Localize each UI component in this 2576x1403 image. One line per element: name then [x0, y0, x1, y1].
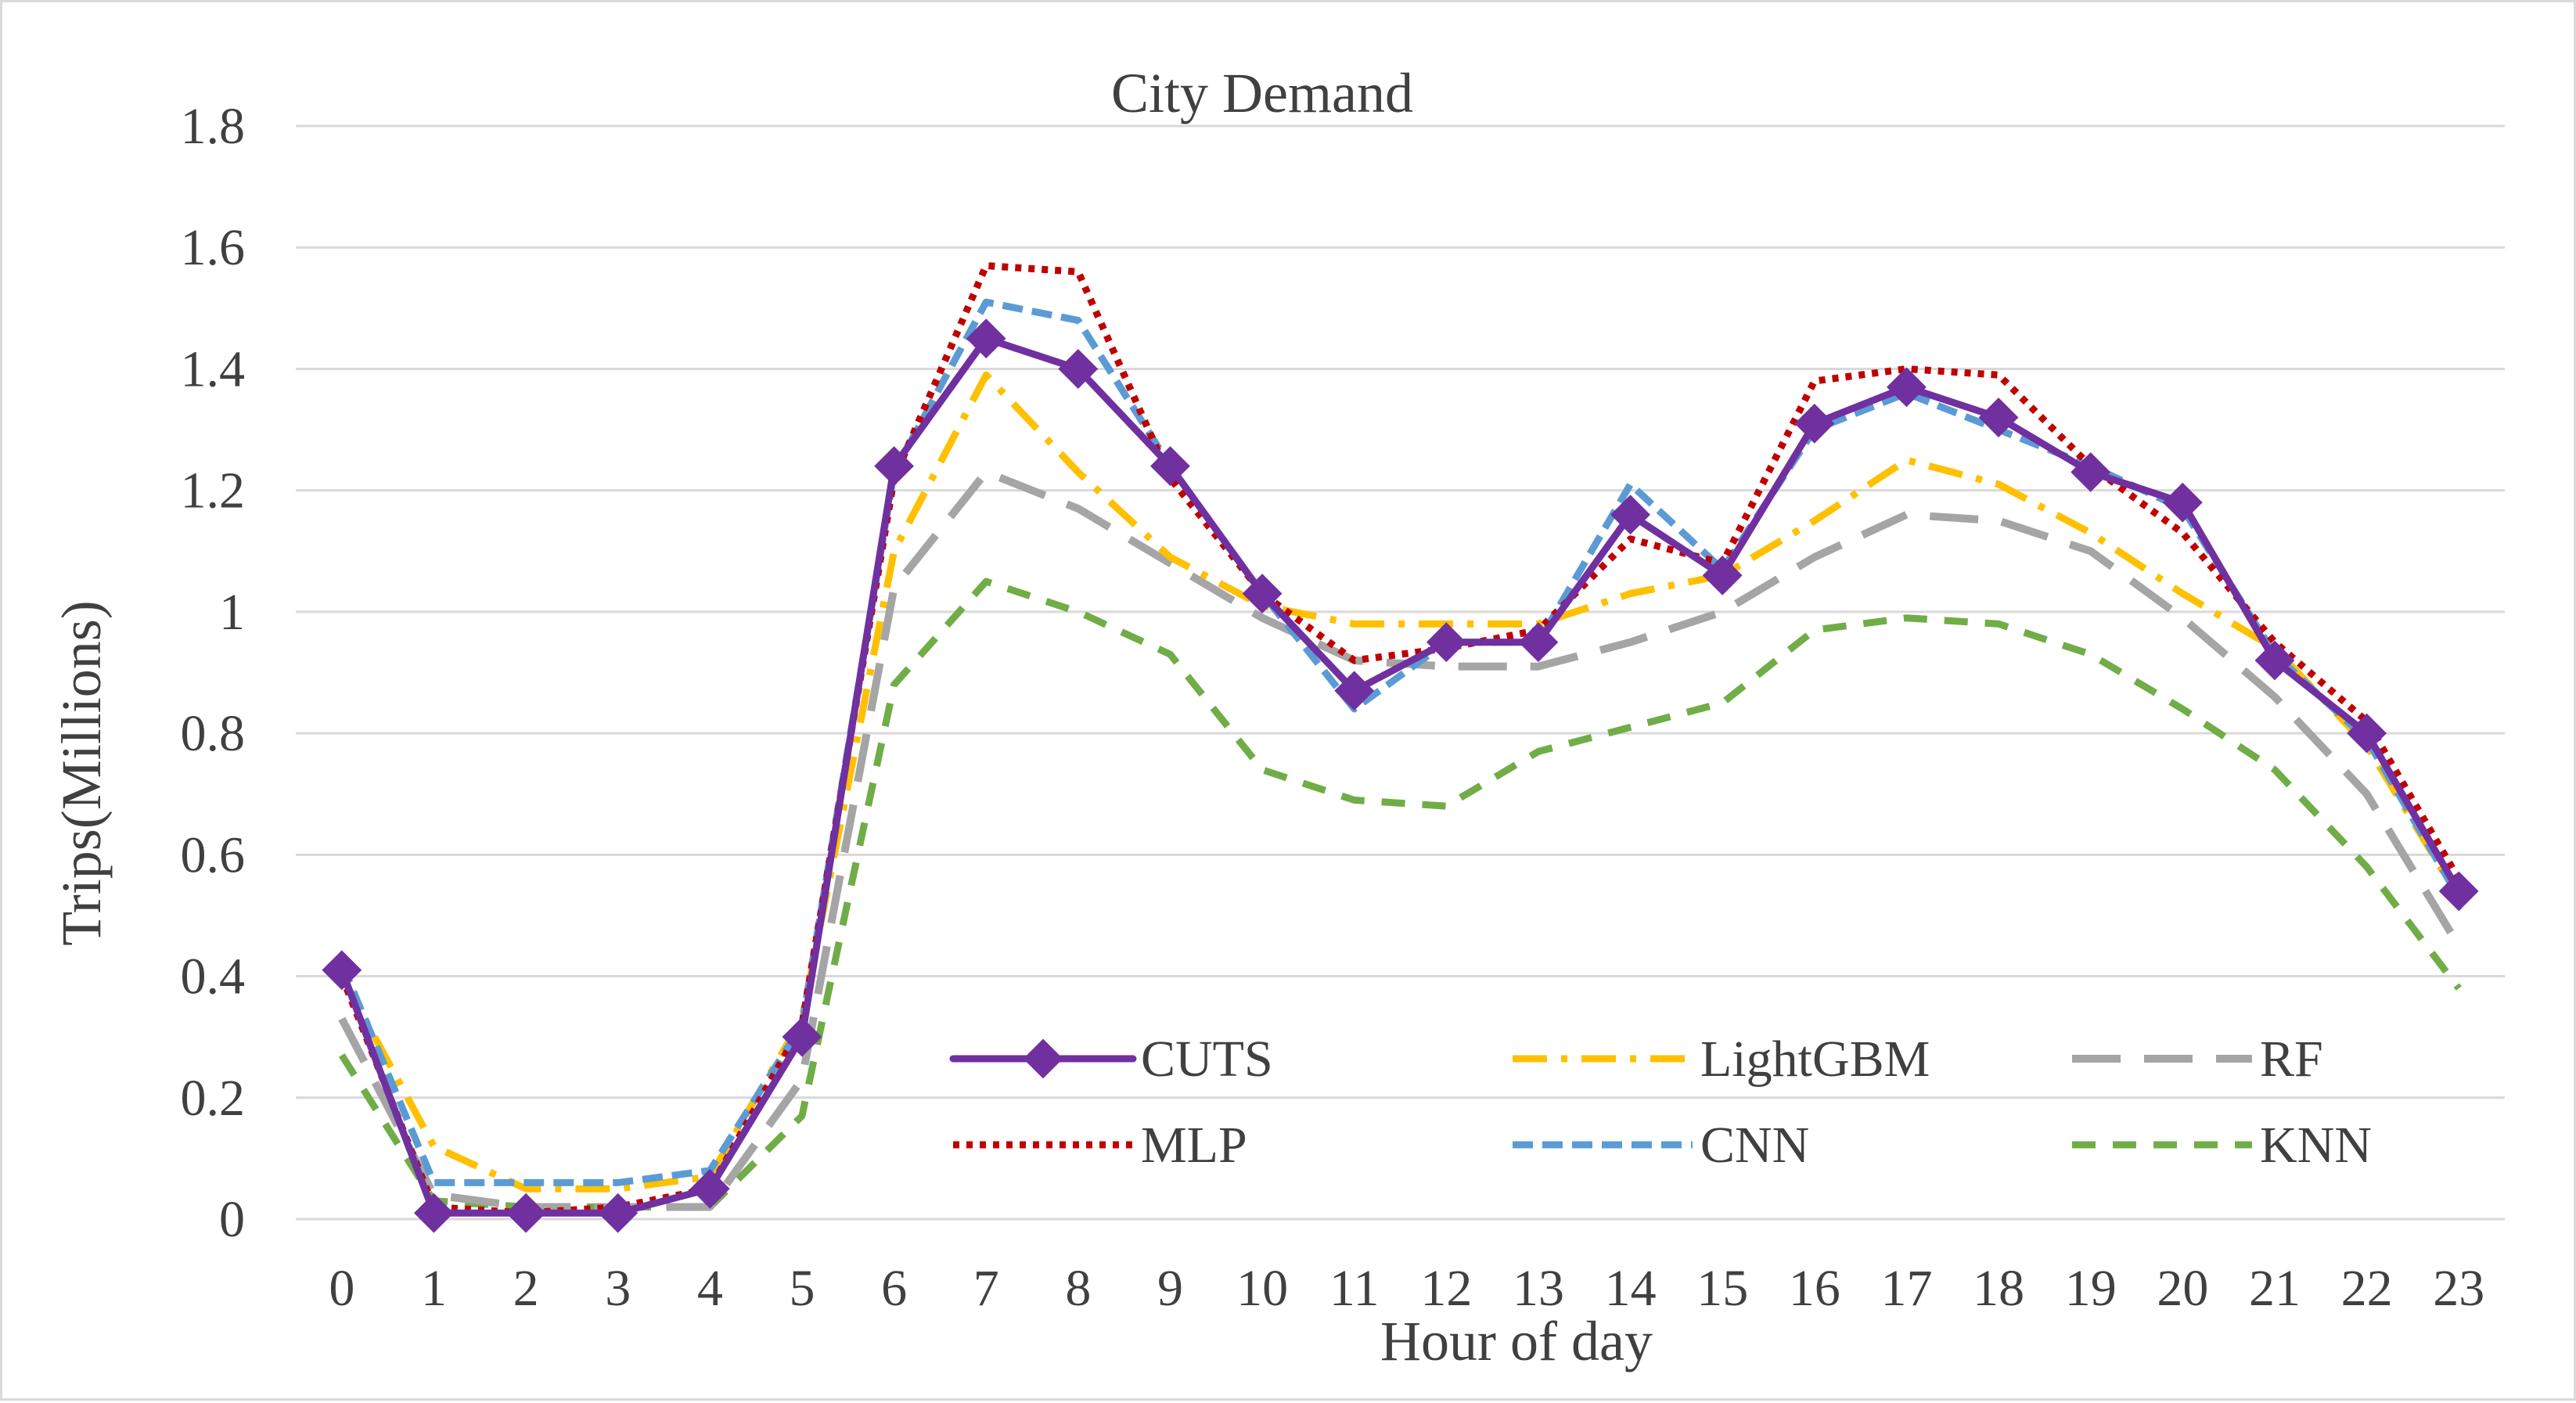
data-point-cuts [1794, 403, 1835, 444]
x-tick-label: 21 [2249, 1260, 2301, 1317]
legend-item-mlp: MLP [953, 1117, 1247, 1174]
data-point-cuts [1610, 495, 1650, 535]
data-point-cuts [1518, 622, 1559, 663]
chart-title: City Demand [1111, 62, 1413, 124]
y-tick-label: 1.8 [181, 98, 246, 155]
x-tick-label: 20 [2157, 1260, 2208, 1317]
legend-item-lightgbm: LightGBM [1513, 1031, 1930, 1088]
x-tick-label: 23 [2433, 1260, 2484, 1317]
legend-label: CNN [1700, 1117, 1809, 1174]
data-point-cuts [2162, 482, 2203, 523]
series-line-lightgbm [338, 371, 2463, 1193]
x-tick-label: 22 [2341, 1260, 2393, 1317]
legend-item-cnn: CNN [1513, 1117, 1809, 1174]
data-point-cuts [1334, 671, 1375, 711]
legend-marker [1023, 1038, 1063, 1079]
y-tick-label: 0.6 [181, 826, 246, 883]
legend-item-rf: RF [2072, 1031, 2323, 1088]
x-tick-label: 12 [1420, 1260, 1472, 1317]
x-axis-title: Hour of day [1380, 1310, 1653, 1372]
data-point-cuts [1978, 398, 2019, 437]
data-point-cuts [966, 318, 1006, 359]
x-tick-label: 5 [789, 1260, 815, 1317]
data-point-cuts [322, 950, 362, 991]
y-tick-label: 0 [219, 1191, 245, 1248]
x-tick-label: 0 [329, 1260, 354, 1317]
data-point-cuts [598, 1193, 639, 1233]
legend-label: KNN [2260, 1117, 2372, 1174]
x-tick-label: 8 [1065, 1260, 1091, 1317]
y-tick-label: 1 [219, 584, 245, 641]
data-point-cuts [1058, 349, 1099, 389]
data-point-cuts [2347, 713, 2387, 754]
y-tick-label: 0.8 [181, 705, 246, 762]
legend-label: RF [2260, 1031, 2323, 1088]
series-line-knn [338, 577, 2462, 1211]
x-tick-label: 16 [1789, 1260, 1840, 1317]
data-point-cuts [2254, 640, 2295, 681]
data-point-cuts [874, 446, 914, 487]
data-point-cuts [689, 1168, 730, 1209]
data-point-cuts [414, 1193, 454, 1233]
y-tick-label: 1.2 [181, 462, 246, 520]
x-tick-label: 3 [605, 1260, 631, 1317]
data-point-cuts [505, 1193, 546, 1233]
data-point-cuts [1242, 574, 1283, 614]
x-tick-label: 17 [1880, 1260, 1932, 1317]
series-knn [338, 577, 2462, 1211]
data-point-cuts [1887, 367, 1927, 408]
x-tick-label: 18 [1973, 1260, 2024, 1317]
x-tick-label: 19 [2065, 1260, 2117, 1317]
gridlines [296, 124, 2505, 1221]
x-tick-label: 7 [973, 1260, 999, 1317]
y-tick-label: 1.4 [181, 340, 246, 398]
x-tick-label: 11 [1329, 1260, 1380, 1317]
data-point-cuts [1426, 622, 1466, 663]
legend-label: LightGBM [1700, 1031, 1930, 1088]
data-point-cuts [1702, 555, 1743, 595]
series-cnn [338, 298, 2463, 1186]
y-axis-ticks: 0 0.2 0.4 0.6 0.8 1 1.2 1.4 1.6 1.8 [181, 98, 246, 1248]
y-tick-label: 0.4 [181, 948, 246, 1005]
data-point-cuts [2071, 451, 2111, 492]
series-line-cnn [338, 298, 2463, 1186]
x-tick-label: 14 [1605, 1260, 1657, 1317]
x-tick-label: 13 [1513, 1260, 1564, 1317]
y-tick-label: 1.6 [181, 219, 246, 276]
series-line-cuts [338, 335, 2463, 1217]
legend: CUTS LightGBM RF MLP CNN KNN [949, 1031, 2372, 1174]
legend-item-cuts: CUTS [949, 1031, 1273, 1088]
series-cuts [322, 318, 2479, 1233]
series-mlp [338, 262, 2463, 1217]
x-tick-label: 4 [697, 1260, 723, 1317]
x-tick-label: 10 [1236, 1260, 1288, 1317]
x-axis-ticks: 0 1 2 3 4 5 6 7 8 9 10 11 12 13 14 15 16 17 18 19 20 21 22 23 [329, 1260, 2484, 1317]
x-tick-label: 2 [513, 1260, 539, 1317]
legend-label: CUTS [1141, 1031, 1273, 1088]
y-tick-label: 0.2 [181, 1070, 246, 1127]
series-line-mlp [338, 262, 2463, 1217]
x-tick-label: 6 [881, 1260, 907, 1317]
data-point-cuts [1150, 446, 1190, 487]
x-tick-label: 1 [421, 1260, 447, 1317]
legend-item-knn: KNN [2072, 1117, 2372, 1174]
x-tick-label: 9 [1157, 1260, 1183, 1317]
series-lines [322, 262, 2479, 1233]
legend-label: MLP [1141, 1117, 1247, 1174]
y-axis-title: Trips(Millions) [50, 600, 113, 945]
x-tick-label: 15 [1696, 1260, 1748, 1317]
data-point-cuts [2438, 871, 2479, 912]
data-point-cuts [782, 1016, 822, 1057]
series-lightgbm [338, 371, 2463, 1193]
